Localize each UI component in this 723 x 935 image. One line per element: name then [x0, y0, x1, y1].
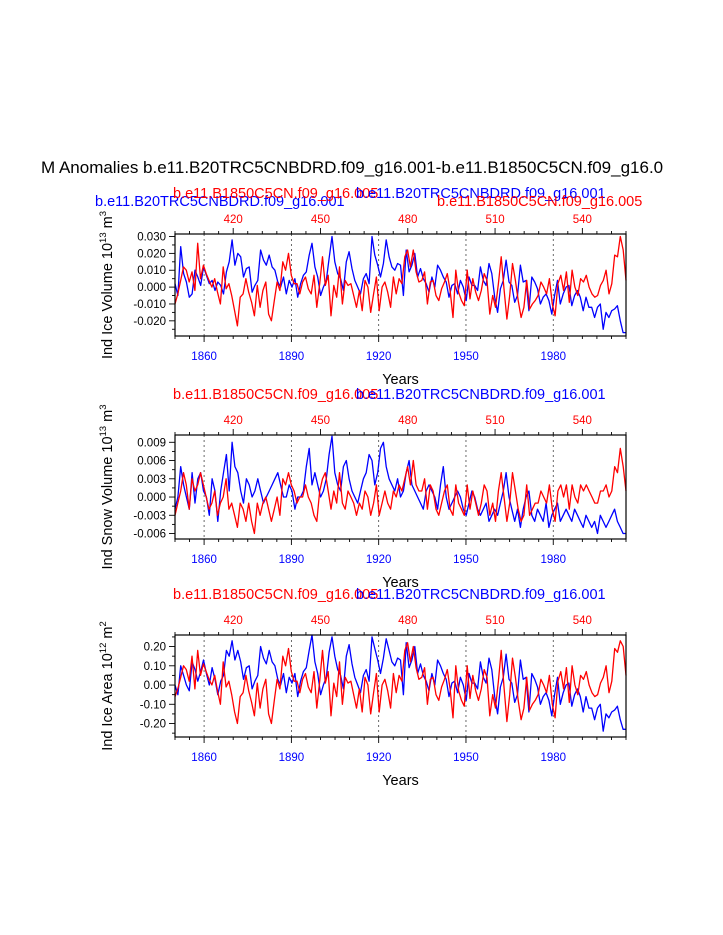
x-tick-label: 1890 [279, 752, 305, 764]
x-tick-label: 1860 [191, 554, 217, 566]
top-tick-label: 420 [224, 214, 243, 226]
y-tick-label: -0.10 [140, 699, 166, 711]
series-line-red [174, 447, 627, 535]
panel-3: b.e11.B1850C5CN.f09_g16.005b.e11.B20TRC5… [98, 587, 627, 789]
y-tick-label: -0.006 [133, 529, 166, 541]
top-tick-label: 510 [485, 615, 504, 627]
y-tick-label: 0.003 [137, 474, 166, 486]
panel-3-header-red: b.e11.B1850C5CN.f09_g16.005 [173, 587, 378, 603]
y-tick-label: 0.10 [144, 661, 166, 673]
x-tick-label: 1920 [366, 752, 392, 764]
panel-3-header-blue: b.e11.B20TRC5CNBDRD.f09_g16.001 [356, 587, 606, 603]
x-tick-label: 1890 [279, 554, 305, 566]
series-line-blue [174, 235, 626, 334]
top-tick-label: 420 [224, 615, 243, 627]
panel-1: 1860 1890 1920 1950 1980 420 450 480 510 540 0.030… [98, 211, 627, 388]
plot-frame [174, 233, 627, 337]
top-legend-overlap-blue: b.e11.B20TRC5CNBDRD.f09_g16.001 [356, 186, 606, 202]
x-tick-label: 1950 [453, 752, 479, 764]
y-tick-label: 0.009 [137, 437, 166, 449]
series-line-red [174, 640, 627, 725]
plot-frame [174, 434, 627, 540]
x-axis-title: Years [382, 773, 419, 789]
top-tick-label: 450 [311, 415, 330, 427]
y-axis-title: Ind Snow Volume 1013 m3 [98, 405, 116, 570]
top-tick-label: 540 [573, 615, 592, 627]
x-tick-label: 1920 [366, 554, 392, 566]
y-tick-label: 0.20 [144, 642, 166, 654]
y-tick-label: 0.000 [137, 492, 166, 504]
x-axis-title: Years [382, 575, 419, 591]
top-legend-overlap-red: b.e11.B1850C5CN.f09_g16.005 [437, 194, 642, 210]
series-line-red [174, 235, 627, 327]
top-tick-label: 480 [398, 615, 417, 627]
x-axis-title: Years [382, 372, 419, 388]
figure-title: M Anomalies b.e11.B20TRC5CNBDRD.f09_g16.… [41, 158, 663, 177]
panel-2-header-blue: b.e11.B20TRC5CNBDRD.f09_g16.001 [356, 387, 606, 403]
y-tick-label: -0.003 [133, 510, 166, 522]
top-tick-label: 450 [311, 615, 330, 627]
x-tick-label: 1950 [453, 351, 479, 363]
y-tick-label: -0.010 [133, 299, 166, 311]
x-tick-label: 1860 [191, 351, 217, 363]
y-axis-title: Ind Ice Volume 1013 m3 [98, 211, 116, 359]
panels-group: 1860 1890 1920 1950 1980 420 450 480 510 540 0.030… [98, 211, 627, 789]
x-tick-label: 1950 [453, 554, 479, 566]
y-tick-label: 0.00 [144, 680, 166, 692]
plot-frame [174, 634, 627, 738]
y-tick-label: -0.20 [140, 719, 166, 731]
y-axis-title: Ind Ice Area 1012 m2 [98, 621, 116, 751]
x-tick-label: 1920 [366, 351, 392, 363]
top-legend-red: b.e11.B1850C5CN.f09_g16.005 [173, 186, 378, 202]
top-tick-label: 480 [398, 214, 417, 226]
top-legend-blue: b.e11.B20TRC5CNBDRD.f09_g16.001 [95, 194, 345, 210]
y-tick-label: 0.030 [137, 232, 166, 244]
top-tick-label: 540 [573, 415, 592, 427]
x-tick-label: 1980 [540, 752, 566, 764]
x-tick-label: 1980 [540, 554, 566, 566]
series-line-blue [174, 435, 626, 535]
top-tick-label: 510 [485, 415, 504, 427]
y-tick-label: -0.020 [133, 316, 166, 328]
top-tick-label: 450 [311, 214, 330, 226]
y-tick-label: 0.010 [137, 265, 166, 277]
panel-2: b.e11.B1850C5CN.f09_g16.005b.e11.B20TRC5… [98, 387, 627, 591]
y-tick-label: 0.020 [137, 248, 166, 260]
y-tick-label: 0.000 [137, 282, 166, 294]
x-tick-label: 1980 [540, 351, 566, 363]
top-tick-label: 540 [573, 214, 592, 226]
x-tick-label: 1860 [191, 752, 217, 764]
y-tick-label: 0.006 [137, 456, 166, 468]
series-line-blue [174, 634, 626, 732]
x-tick-label: 1890 [279, 351, 305, 363]
top-tick-label: 480 [398, 415, 417, 427]
panel-2-header-red: b.e11.B1850C5CN.f09_g16.005 [173, 387, 378, 403]
top-tick-label: 420 [224, 415, 243, 427]
top-tick-label: 510 [485, 214, 504, 226]
